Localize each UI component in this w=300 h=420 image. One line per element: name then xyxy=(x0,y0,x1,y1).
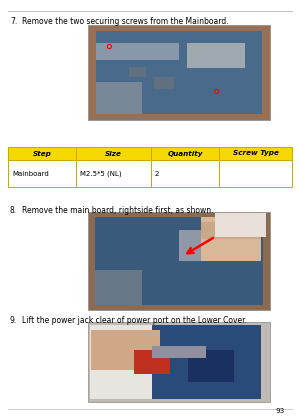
FancyBboxPatch shape xyxy=(154,76,174,89)
FancyBboxPatch shape xyxy=(8,147,76,160)
FancyBboxPatch shape xyxy=(76,147,151,160)
FancyBboxPatch shape xyxy=(201,222,261,239)
Text: 8.: 8. xyxy=(10,206,17,215)
FancyBboxPatch shape xyxy=(76,160,151,187)
FancyBboxPatch shape xyxy=(151,147,219,160)
FancyBboxPatch shape xyxy=(129,67,146,76)
FancyBboxPatch shape xyxy=(134,350,170,374)
Text: Size: Size xyxy=(105,150,122,157)
Text: Step: Step xyxy=(33,150,51,157)
FancyBboxPatch shape xyxy=(151,160,219,187)
FancyBboxPatch shape xyxy=(88,212,270,310)
FancyBboxPatch shape xyxy=(88,25,270,120)
Text: 9.: 9. xyxy=(10,316,17,325)
FancyBboxPatch shape xyxy=(187,43,245,68)
Text: 93: 93 xyxy=(276,408,285,414)
Text: M2.5*5 (NL): M2.5*5 (NL) xyxy=(80,170,122,177)
FancyBboxPatch shape xyxy=(88,322,270,402)
FancyBboxPatch shape xyxy=(95,270,142,305)
FancyBboxPatch shape xyxy=(152,325,261,399)
FancyBboxPatch shape xyxy=(188,350,234,382)
Text: Lift the power jack clear of power port on the Lower Cover.: Lift the power jack clear of power port … xyxy=(22,316,247,325)
FancyBboxPatch shape xyxy=(215,213,266,236)
FancyBboxPatch shape xyxy=(8,160,76,187)
FancyBboxPatch shape xyxy=(201,217,261,261)
Text: Screw Type: Screw Type xyxy=(232,150,278,157)
FancyBboxPatch shape xyxy=(96,31,262,114)
Text: Remove the main board, rightside first, as shown.: Remove the main board, rightside first, … xyxy=(22,206,214,215)
FancyBboxPatch shape xyxy=(91,330,160,370)
Text: Remove the two securing screws from the Mainboard.: Remove the two securing screws from the … xyxy=(22,17,229,26)
Text: 7.: 7. xyxy=(10,17,17,26)
Text: Quantity: Quantity xyxy=(167,150,203,157)
Text: 2: 2 xyxy=(155,171,159,176)
FancyBboxPatch shape xyxy=(152,346,206,358)
FancyBboxPatch shape xyxy=(219,160,292,187)
FancyBboxPatch shape xyxy=(90,325,172,399)
FancyBboxPatch shape xyxy=(179,230,238,261)
Text: Mainboard: Mainboard xyxy=(12,171,49,176)
FancyBboxPatch shape xyxy=(96,43,179,60)
FancyBboxPatch shape xyxy=(96,82,142,114)
FancyBboxPatch shape xyxy=(219,147,292,160)
FancyBboxPatch shape xyxy=(95,217,263,305)
